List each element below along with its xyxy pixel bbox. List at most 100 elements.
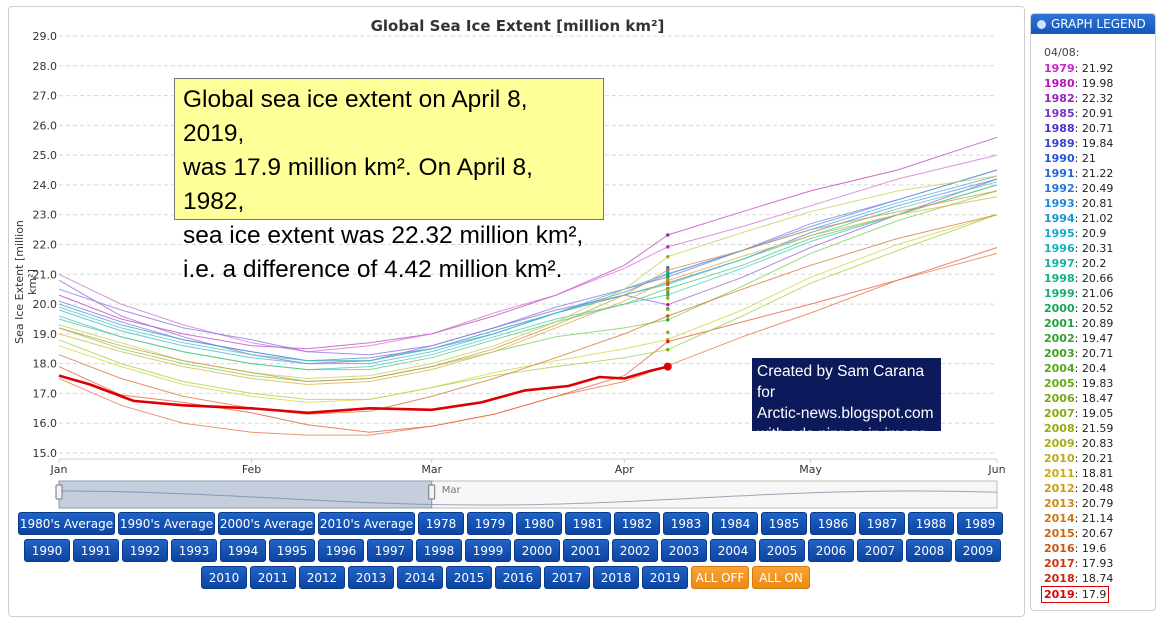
- toggle-button-2005[interactable]: 2005: [759, 539, 805, 562]
- toggle-button-1990-s-average[interactable]: 1990's Average: [118, 512, 215, 535]
- legend-item-1999[interactable]: 1999: 21.06: [1044, 286, 1154, 301]
- toggle-button-2007[interactable]: 2007: [857, 539, 903, 562]
- toggle-button-1995[interactable]: 1995: [269, 539, 315, 562]
- toggle-button-1985[interactable]: 1985: [761, 512, 807, 535]
- toggle-button-2019[interactable]: 2019: [642, 566, 688, 589]
- toggle-button-2010-s-average[interactable]: 2010's Average: [318, 512, 415, 535]
- toggle-button-2013[interactable]: 2013: [348, 566, 394, 589]
- legend-item-2008[interactable]: 2008: 21.59: [1044, 421, 1154, 436]
- legend-entry: 2008: 21.59: [1044, 422, 1113, 435]
- legend-value: : 19.98: [1074, 77, 1114, 90]
- legend-item-2011[interactable]: 2011: 18.81: [1044, 466, 1154, 481]
- legend-value: : 20.81: [1074, 197, 1114, 210]
- toggle-button-2000[interactable]: 2000: [514, 539, 560, 562]
- toggle-button-1997[interactable]: 1997: [367, 539, 413, 562]
- legend-item-1991[interactable]: 1991: 21.22: [1044, 166, 1154, 181]
- toggle-button-1996[interactable]: 1996: [318, 539, 364, 562]
- toggle-button-1999[interactable]: 1999: [465, 539, 511, 562]
- legend-value: : 19.6: [1074, 542, 1107, 555]
- all-on-button[interactable]: ALL ON: [752, 566, 810, 589]
- legend-entry: 2019: 17.9: [1041, 586, 1110, 603]
- legend-item-2009[interactable]: 2009: 20.83: [1044, 436, 1154, 451]
- toggle-button-2012[interactable]: 2012: [299, 566, 345, 589]
- toggle-button-1982[interactable]: 1982: [614, 512, 660, 535]
- toggle-button-1990[interactable]: 1990: [24, 539, 70, 562]
- legend-item-2015[interactable]: 2015: 20.67: [1044, 526, 1154, 541]
- legend-item-2004[interactable]: 2004: 20.4: [1044, 361, 1154, 376]
- legend-item-2000[interactable]: 2000: 20.52: [1044, 301, 1154, 316]
- legend-item-2007[interactable]: 2007: 19.05: [1044, 406, 1154, 421]
- toggle-button-1987[interactable]: 1987: [859, 512, 905, 535]
- legend-item-1994[interactable]: 1994: 21.02: [1044, 211, 1154, 226]
- toggle-button-1998[interactable]: 1998: [416, 539, 462, 562]
- legend-item-2012[interactable]: 2012: 20.48: [1044, 481, 1154, 496]
- legend-item-1997[interactable]: 1997: 20.2: [1044, 256, 1154, 271]
- legend-year: 2009: [1044, 437, 1075, 450]
- toggle-button-2017[interactable]: 2017: [544, 566, 590, 589]
- legend-item-1980[interactable]: 1980: 19.98: [1044, 76, 1154, 91]
- legend-value: : 21: [1074, 152, 1096, 165]
- toggle-button-1989[interactable]: 1989: [957, 512, 1003, 535]
- toggle-button-1981[interactable]: 1981: [565, 512, 611, 535]
- legend-item-2014[interactable]: 2014: 21.14: [1044, 511, 1154, 526]
- legend-item-1996[interactable]: 1996: 20.31: [1044, 241, 1154, 256]
- legend-item-1993[interactable]: 1993: 20.81: [1044, 196, 1154, 211]
- legend-value: : 22.32: [1074, 92, 1114, 105]
- legend-item-2010[interactable]: 2010: 20.21: [1044, 451, 1154, 466]
- legend-entry: 1991: 21.22: [1044, 167, 1113, 180]
- toggle-button-2003[interactable]: 2003: [661, 539, 707, 562]
- toggle-button-2008[interactable]: 2008: [906, 539, 952, 562]
- navigator-handle-left[interactable]: [55, 484, 63, 500]
- legend-item-1985[interactable]: 1985: 20.91: [1044, 106, 1154, 121]
- toggle-button-2001[interactable]: 2001: [563, 539, 609, 562]
- toggle-button-1980[interactable]: 1980: [516, 512, 562, 535]
- legend-item-1995[interactable]: 1995: 20.9: [1044, 226, 1154, 241]
- toggle-button-2014[interactable]: 2014: [397, 566, 443, 589]
- toggle-button-2018[interactable]: 2018: [593, 566, 639, 589]
- legend-item-2005[interactable]: 2005: 19.83: [1044, 376, 1154, 391]
- legend-item-2017[interactable]: 2017: 17.93: [1044, 556, 1154, 571]
- toggle-button-2010[interactable]: 2010: [201, 566, 247, 589]
- toggle-button-2011[interactable]: 2011: [250, 566, 296, 589]
- legend-item-2003[interactable]: 2003: 20.71: [1044, 346, 1154, 361]
- toggle-button-2004[interactable]: 2004: [710, 539, 756, 562]
- navigator-handle-right[interactable]: [428, 484, 436, 500]
- legend-item-2019[interactable]: 2019: 17.9: [1041, 586, 1154, 603]
- all-off-button[interactable]: ALL OFF: [691, 566, 749, 589]
- toggle-button-1993[interactable]: 1993: [171, 539, 217, 562]
- legend-item-2001[interactable]: 2001: 20.89: [1044, 316, 1154, 331]
- toggle-button-1992[interactable]: 1992: [122, 539, 168, 562]
- legend-item-2002[interactable]: 2002: 19.47: [1044, 331, 1154, 346]
- toggle-button-1988[interactable]: 1988: [908, 512, 954, 535]
- marker-2005: [666, 307, 670, 311]
- toggle-button-1983[interactable]: 1983: [663, 512, 709, 535]
- toggle-button-2002[interactable]: 2002: [612, 539, 658, 562]
- toggle-button-1994[interactable]: 1994: [220, 539, 266, 562]
- legend-item-2006[interactable]: 2006: 18.47: [1044, 391, 1154, 406]
- legend-item-1990[interactable]: 1990: 21: [1044, 151, 1154, 166]
- toggle-button-1979[interactable]: 1979: [467, 512, 513, 535]
- legend-item-2013[interactable]: 2013: 20.79: [1044, 496, 1154, 511]
- legend-item-2018[interactable]: 2018: 18.74: [1044, 571, 1154, 586]
- toggle-button-1984[interactable]: 1984: [712, 512, 758, 535]
- toggle-button-1986[interactable]: 1986: [810, 512, 856, 535]
- toggle-button-1991[interactable]: 1991: [73, 539, 119, 562]
- legend-item-1989[interactable]: 1989: 19.84: [1044, 136, 1154, 151]
- legend-header[interactable]: GRAPH LEGEND: [1031, 14, 1155, 34]
- toggle-button-1978[interactable]: 1978: [418, 512, 464, 535]
- toggle-button-1980-s-average[interactable]: 1980's Average: [18, 512, 115, 535]
- legend-item-2016[interactable]: 2016: 19.6: [1044, 541, 1154, 556]
- legend-item-1988[interactable]: 1988: 20.71: [1044, 121, 1154, 136]
- legend-item-1998[interactable]: 1998: 20.66: [1044, 271, 1154, 286]
- toggle-button-2015[interactable]: 2015: [446, 566, 492, 589]
- toggle-button-2009[interactable]: 2009: [955, 539, 1001, 562]
- legend-item-1992[interactable]: 1992: 20.49: [1044, 181, 1154, 196]
- x-tick-label: Apr: [615, 463, 635, 476]
- legend-item-1979[interactable]: 1979: 21.92: [1044, 61, 1154, 76]
- toggle-button-2006[interactable]: 2006: [808, 539, 854, 562]
- toggle-button-2000-s-average[interactable]: 2000's Average: [218, 512, 315, 535]
- legend-entry: 1998: 20.66: [1044, 272, 1113, 285]
- toggle-button-2016[interactable]: 2016: [495, 566, 541, 589]
- legend-item-1982[interactable]: 1982: 22.32: [1044, 91, 1154, 106]
- legend-year: 1979: [1044, 62, 1075, 75]
